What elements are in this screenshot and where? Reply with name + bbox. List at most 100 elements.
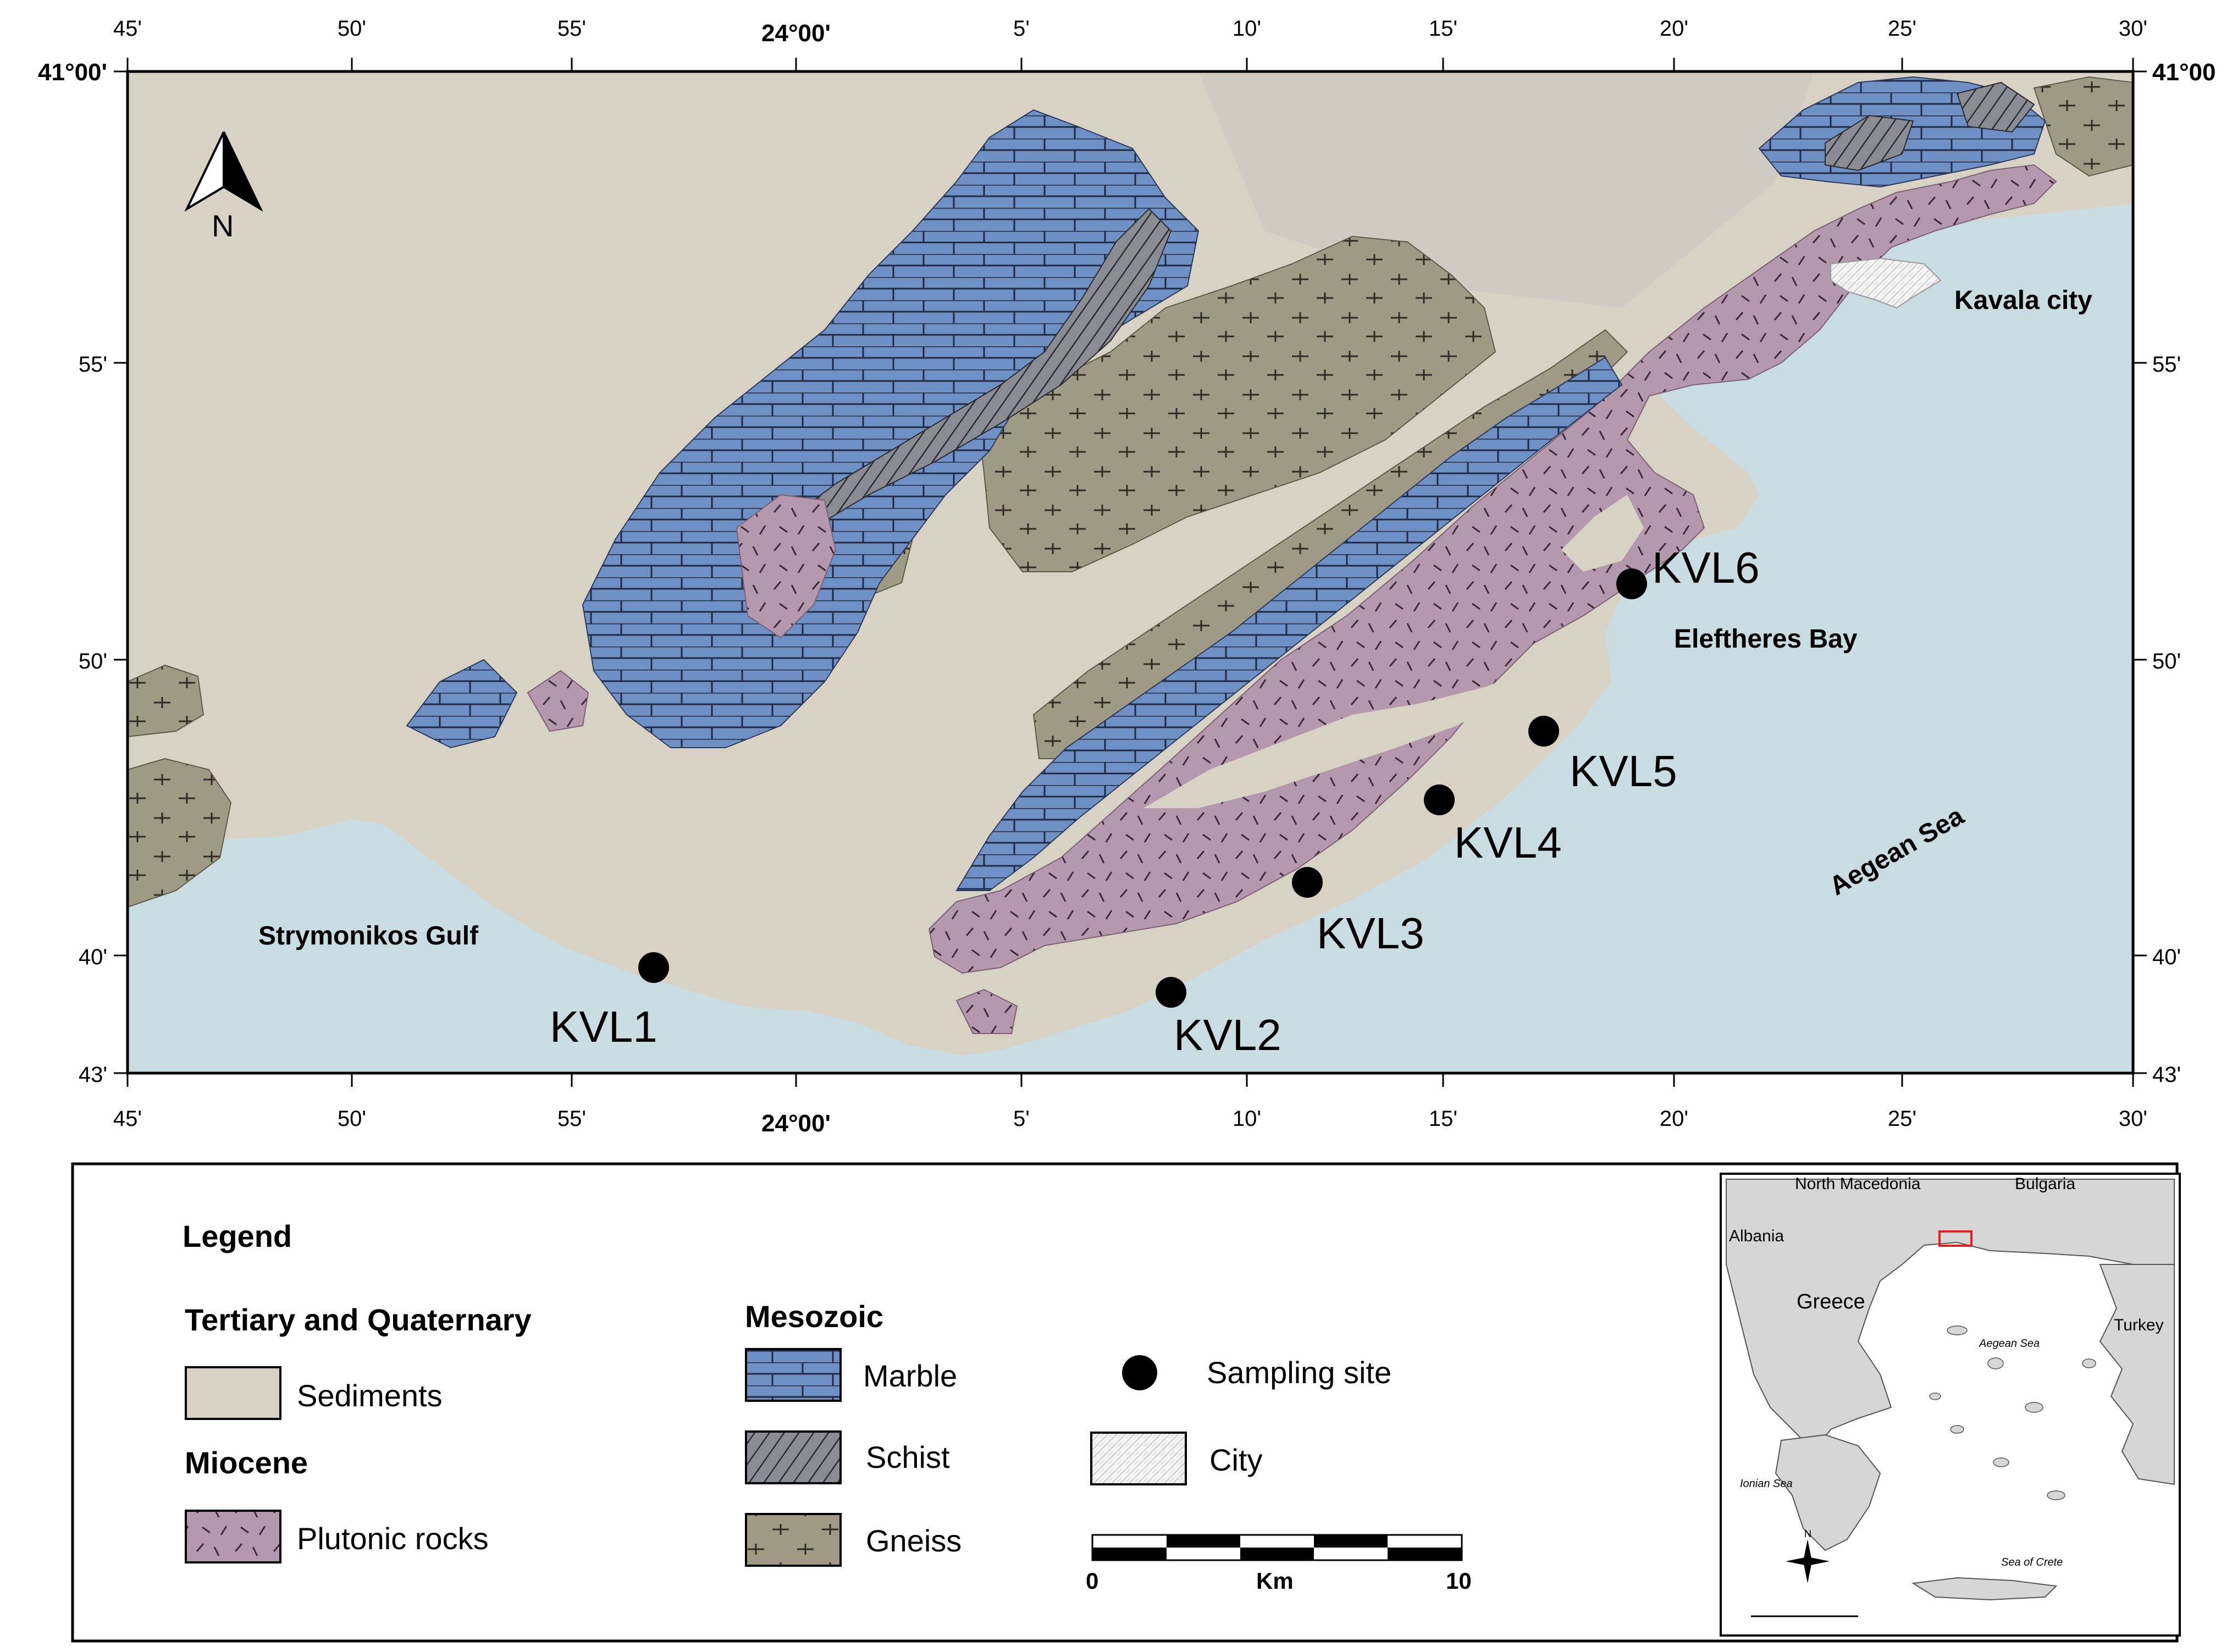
tick-label: 43': [2152, 1063, 2181, 1087]
tick-label: 25': [1888, 1107, 1916, 1131]
north-label: N: [212, 208, 234, 243]
site-label: KVL3: [1317, 909, 1424, 958]
schist-area: [1956, 81, 2035, 133]
map-frame: [126, 70, 2135, 1075]
tick-label: 40': [2152, 945, 2181, 969]
tick-label: 5': [1013, 16, 1030, 41]
marble-area: [406, 659, 518, 749]
legend-swatch-city: [1090, 1432, 1187, 1485]
legend-label-marble: Marble: [863, 1358, 957, 1393]
legend-label-city: City: [1209, 1443, 1262, 1477]
left-tick-labels: 41°00' 55' 50' 40' 43': [38, 59, 107, 1087]
legend-swatch-schist: [745, 1430, 842, 1484]
sampling-site-marker[interactable]: [1528, 716, 1559, 747]
tick-label: 41°00': [38, 59, 107, 86]
legend-swatch-gneiss: [745, 1513, 842, 1567]
scale-start-label: 0: [1086, 1568, 1098, 1594]
inset-label-ionian: Ionian Sea: [1740, 1478, 1793, 1490]
tick-label: 30': [2119, 1107, 2147, 1131]
tick-label: 45': [113, 1107, 142, 1131]
plutonic-rocks-area: [527, 670, 589, 732]
inset-label-north-macedonia: North Macedonia: [1795, 1175, 1921, 1193]
tick-label: 40': [79, 945, 107, 969]
marble-area: [955, 356, 1623, 891]
site-label: KVL2: [1174, 1010, 1281, 1059]
inset-compass-icon: N: [1786, 1528, 1830, 1583]
tick-label: 45': [113, 16, 142, 41]
tick-label: 43': [79, 1063, 107, 1087]
gneiss-area: [128, 664, 205, 738]
place-label-kavala: Kavala city: [1954, 286, 2092, 315]
plutonic-rocks-area: [955, 988, 1018, 1034]
inset-label-crete-sea: Sea of Crete: [2001, 1556, 2063, 1568]
sampling-site-marker[interactable]: [1424, 784, 1455, 815]
inset-label-turkey: Turkey: [2114, 1316, 2164, 1334]
tick-label: 24°00': [761, 20, 831, 47]
tick-label: 55': [557, 16, 586, 41]
site-label: KVL1: [550, 1002, 658, 1051]
tick-label: 55': [2152, 352, 2181, 377]
tick-label: 10': [1233, 1107, 1261, 1131]
bottom-tick-labels: 45' 50' 55' 24°00' 5' 10' 15' 20' 25' 30…: [113, 1107, 2147, 1137]
inset-north-label: N: [1804, 1528, 1811, 1539]
tick-label: 10': [1233, 16, 1261, 41]
place-label-eleftheres: Eleftheres Bay: [1674, 625, 1858, 654]
inset-label-albania: Albania: [1729, 1227, 1784, 1245]
tick-label: 20': [1660, 16, 1688, 41]
sampling-site-marker[interactable]: [1156, 977, 1186, 1008]
gneiss-area: [128, 758, 232, 908]
legend-sampling-site-marker: [1122, 1355, 1157, 1390]
sampling-site-labels: KVL1 KVL2 KVL3 KVL4 KVL5 KVL6: [550, 543, 1760, 1059]
legend-swatch-sediments: [185, 1366, 281, 1420]
tick-label: 30': [2119, 16, 2147, 41]
north-arrow-icon: N: [184, 131, 263, 243]
sampling-site-marker[interactable]: [638, 952, 669, 983]
gneiss-area: [2033, 76, 2133, 177]
tick-label: 15': [1429, 1107, 1457, 1131]
inset-label-aegean: Aegean Sea: [1979, 1338, 2040, 1350]
sediments-inlier: [1143, 671, 1528, 808]
tick-label: 50': [2152, 649, 2181, 673]
right-tick-labels: 41°00 55' 50' 40' 43': [2152, 59, 2216, 1087]
legend-heading-mesozoic: Mesozoic: [745, 1299, 883, 1334]
tick-label: 50': [338, 16, 366, 41]
tick-label: 20': [1660, 1107, 1688, 1131]
tick-label: 15': [1429, 16, 1457, 41]
legend-label-gneiss: Gneiss: [866, 1523, 962, 1558]
study-area-box: [1938, 1230, 1973, 1247]
tick-label: 24°00': [761, 1110, 831, 1137]
plutonic-rocks-area: [736, 494, 837, 639]
sea-area: [128, 203, 2133, 1073]
graticule-ticks: [114, 58, 2147, 1087]
schist-area: [1825, 114, 1914, 172]
sediments-inlier: [1561, 495, 1644, 572]
legend-swatch-marble: [745, 1348, 842, 1402]
tick-label: 55': [79, 352, 107, 377]
site-label: KVL6: [1652, 543, 1760, 592]
inset-label-greece: Greece: [1797, 1290, 1865, 1313]
sampling-site-marker[interactable]: [1292, 867, 1323, 898]
tick-label: 5': [1013, 1107, 1030, 1131]
tick-label: 50': [79, 649, 107, 673]
marble-area: [582, 109, 1200, 748]
legend-label-sediments: Sediments: [297, 1378, 443, 1413]
tick-label: 41°00: [2152, 59, 2216, 86]
legend-label-sampling-site: Sampling site: [1207, 1355, 1391, 1390]
tick-label: 25': [1888, 16, 1916, 41]
scale-bar: 0 Km 10: [1086, 1534, 1472, 1594]
legend-label-plutonic: Plutonic rocks: [297, 1521, 489, 1556]
city-area: [1830, 257, 1942, 309]
place-label-strymonikos: Strymonikos Gulf: [258, 921, 479, 951]
tick-label: 55': [557, 1107, 586, 1131]
scale-unit-label: Km: [1256, 1568, 1294, 1594]
site-label: KVL4: [1454, 818, 1562, 867]
legend-heading-tertiary: Tertiary and Quaternary: [185, 1302, 532, 1337]
scale-end-label: 10: [1446, 1568, 1472, 1594]
top-tick-labels: 45' 50' 55' 24°00' 5' 10' 15' 20' 25' 30…: [113, 16, 2147, 47]
gneiss-area: [977, 235, 1496, 572]
sampling-site-marker[interactable]: [1616, 568, 1647, 599]
inset-label-bulgaria: Bulgaria: [2015, 1175, 2075, 1193]
legend-label-schist: Schist: [866, 1440, 950, 1474]
legend-title: Legend: [183, 1219, 292, 1253]
